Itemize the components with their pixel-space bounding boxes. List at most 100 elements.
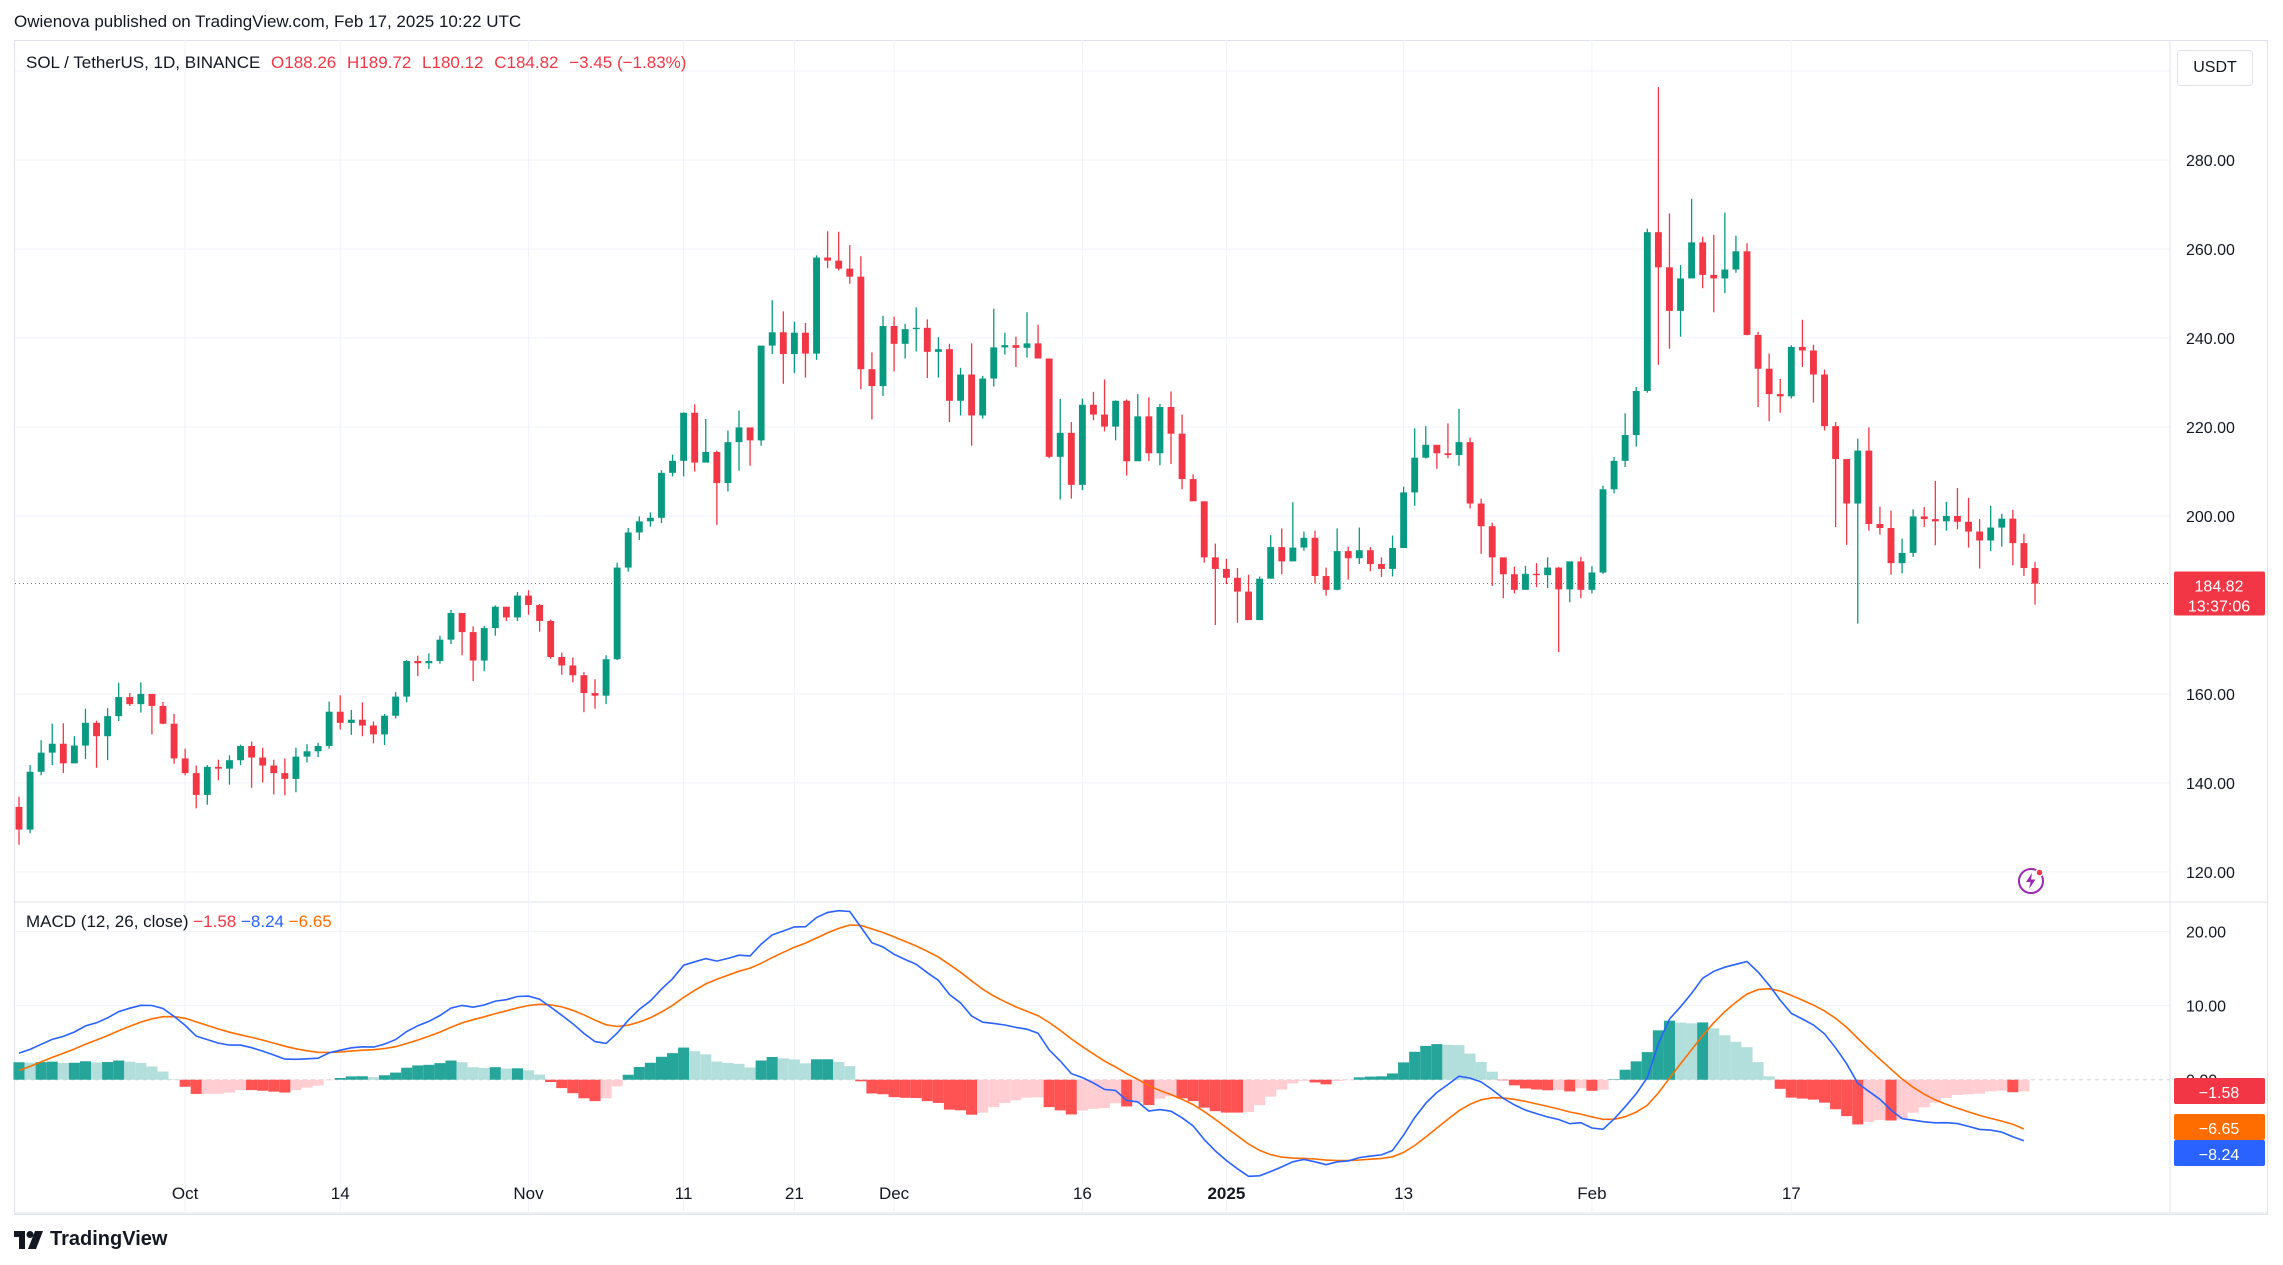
- candle-body: [1422, 444, 1430, 458]
- histogram-bar: [1564, 1079, 1576, 1092]
- histogram-bar: [146, 1066, 158, 1080]
- candle: [392, 692, 400, 719]
- candle: [458, 612, 466, 656]
- histogram-bar: [1254, 1079, 1266, 1106]
- candle: [15, 796, 23, 845]
- candle-body: [126, 697, 134, 705]
- histogram-bar: [223, 1079, 235, 1093]
- candle-body: [26, 771, 34, 830]
- histogram-bar: [1309, 1079, 1321, 1083]
- histogram-bar: [456, 1062, 468, 1080]
- macd-legend[interactable]: MACD (12, 26, close) −1.58 −8.24 −6.65: [26, 912, 332, 932]
- histogram-bar: [423, 1064, 435, 1080]
- macd-indicator-name[interactable]: MACD (12, 26, close): [26, 912, 189, 931]
- histogram-bar: [899, 1079, 911, 1098]
- candle-body: [1278, 547, 1286, 562]
- candle-body: [680, 412, 688, 461]
- histogram-bar: [434, 1063, 446, 1080]
- candle-body: [1843, 459, 1851, 504]
- histogram-bar: [79, 1061, 91, 1080]
- histogram-bar: [135, 1062, 147, 1080]
- candle-body: [1366, 550, 1374, 565]
- candle-body: [458, 612, 466, 633]
- axes: 300.00280.00260.00240.00220.00200.00160.…: [172, 64, 2235, 1203]
- candle-body: [646, 517, 654, 522]
- histogram-bar: [744, 1067, 756, 1080]
- candle-body: [1056, 432, 1064, 457]
- candle: [104, 708, 112, 761]
- candle: [1854, 438, 1862, 624]
- candle-body: [137, 693, 145, 705]
- histogram-bar: [467, 1067, 479, 1080]
- tradingview-brand[interactable]: TradingView: [14, 1228, 167, 1251]
- macd-line-tag: −8.24: [2174, 1140, 2265, 1166]
- histogram-bar: [1896, 1079, 1908, 1120]
- chart-frame: [14, 40, 2268, 1215]
- histogram-bar: [1132, 1079, 1144, 1103]
- candle-body: [93, 722, 100, 737]
- candle: [226, 755, 233, 785]
- candle: [137, 682, 145, 713]
- candle: [1222, 558, 1230, 585]
- candle: [1499, 557, 1507, 599]
- candle-body: [558, 657, 566, 666]
- candle-body: [1743, 251, 1751, 335]
- candle: [1056, 398, 1064, 500]
- candle: [1366, 547, 1374, 572]
- candle: [1234, 568, 1241, 623]
- histogram-bar: [1398, 1062, 1410, 1080]
- symbol-legend[interactable]: SOL / TetherUS, 1D, BINANCE O188.26 H189…: [26, 53, 692, 73]
- histogram-bar: [1719, 1035, 1731, 1080]
- histogram-bar: [1597, 1079, 1609, 1090]
- candle-body: [1488, 526, 1496, 558]
- candle-body: [1444, 453, 1452, 456]
- histogram-bar: [1087, 1079, 1099, 1109]
- candle-body: [314, 745, 322, 752]
- candle: [347, 709, 355, 735]
- histogram-bar: [345, 1076, 357, 1080]
- candle: [1411, 428, 1419, 506]
- candle-body: [270, 765, 278, 774]
- currency-button[interactable]: USDT: [2177, 50, 2253, 86]
- histogram-bar: [722, 1062, 734, 1080]
- histogram-bar: [1940, 1079, 1952, 1098]
- candle-body: [912, 327, 920, 330]
- candle: [1200, 501, 1208, 563]
- histogram-bar: [1143, 1079, 1155, 1106]
- candle: [1765, 353, 1773, 422]
- candle: [1577, 556, 1585, 599]
- candle: [813, 255, 820, 360]
- candle: [1843, 459, 1851, 545]
- candle-body: [957, 374, 964, 401]
- candle: [768, 300, 776, 355]
- candle-body: [381, 715, 388, 735]
- candle-body: [1433, 444, 1441, 454]
- histogram-bar: [246, 1079, 258, 1091]
- candle-body: [802, 332, 809, 354]
- candle-body: [170, 723, 178, 759]
- high-value: H189.72: [347, 53, 412, 72]
- histogram-bar: [1497, 1079, 1509, 1081]
- histogram-bar: [1431, 1044, 1443, 1080]
- symbol-name[interactable]: SOL / TetherUS, 1D, BINANCE: [26, 53, 261, 72]
- candle: [680, 412, 688, 477]
- histogram-bar: [844, 1066, 856, 1080]
- candle-body: [1577, 561, 1585, 590]
- histogram-bar: [1907, 1079, 1919, 1113]
- macd-hist-value: −1.58: [193, 912, 237, 931]
- histogram-bar: [1619, 1069, 1631, 1080]
- candle: [746, 427, 754, 466]
- candle-body: [946, 349, 953, 401]
- histogram-bar: [678, 1047, 690, 1080]
- candle-body: [1931, 519, 1939, 522]
- candle: [148, 693, 156, 735]
- histogram-bar: [1187, 1079, 1199, 1102]
- candle-body: [868, 369, 876, 387]
- histogram-bar: [1785, 1079, 1797, 1098]
- histogram-bar: [1686, 1023, 1698, 1080]
- candle: [779, 311, 787, 384]
- candle: [1510, 566, 1518, 594]
- histogram-bar: [1830, 1079, 1842, 1110]
- lightning-icon[interactable]: [2016, 866, 2046, 896]
